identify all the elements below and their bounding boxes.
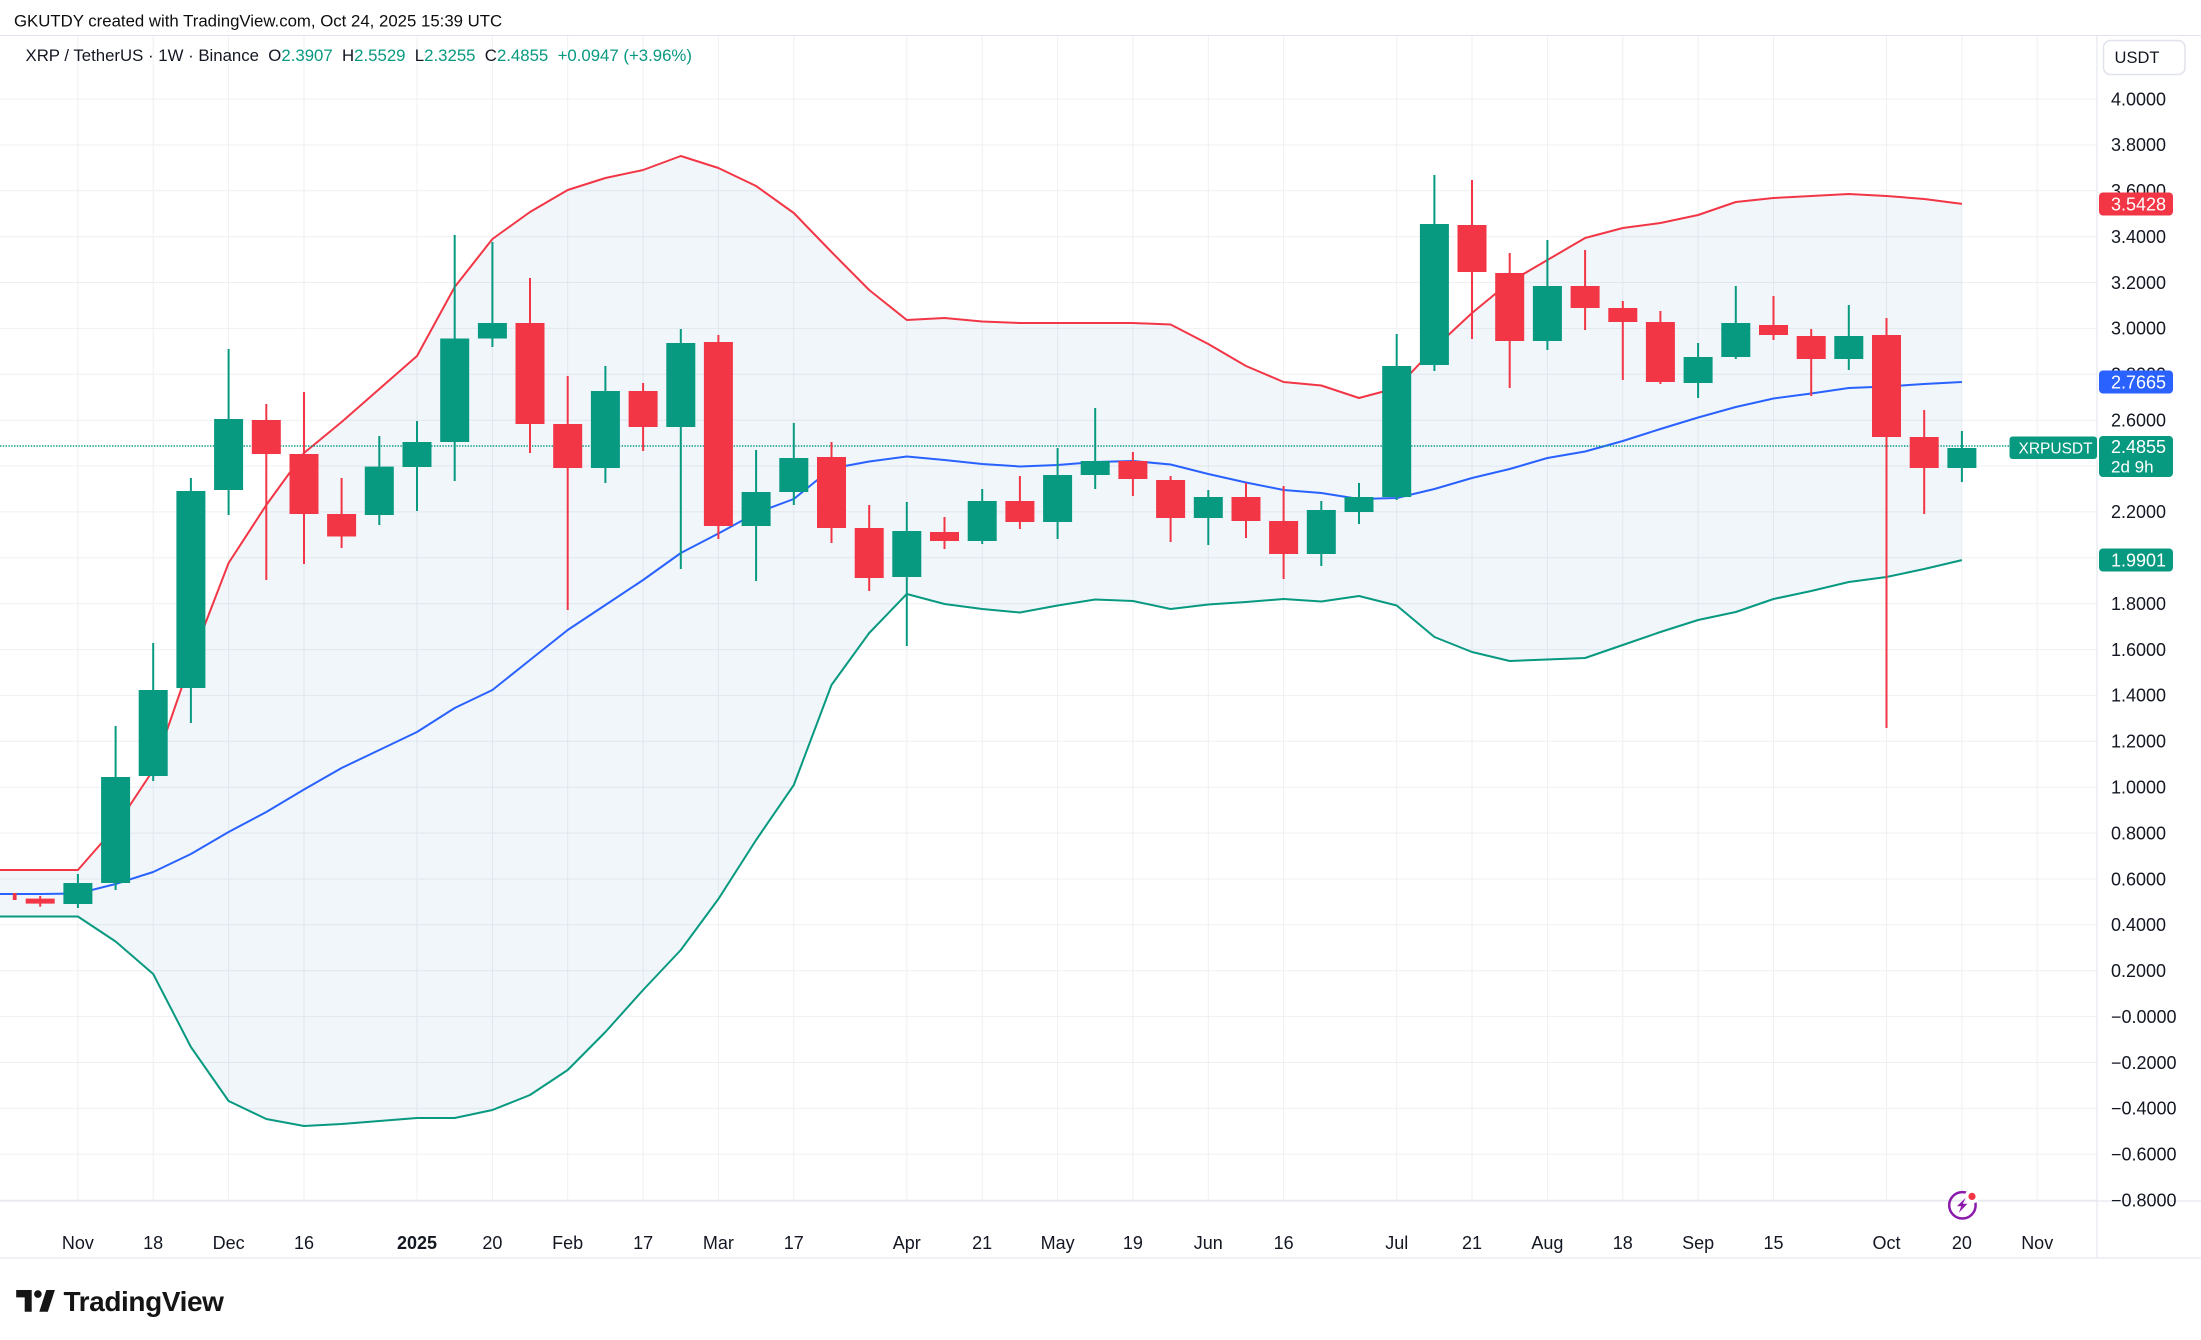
svg-text:1.6000: 1.6000 — [2111, 640, 2166, 660]
svg-text:17: 17 — [633, 1233, 653, 1253]
svg-text:16: 16 — [294, 1233, 314, 1253]
svg-text:−0.0000: −0.0000 — [2111, 1007, 2177, 1027]
svg-text:0.8000: 0.8000 — [2111, 823, 2166, 843]
svg-text:2d 9h: 2d 9h — [2111, 458, 2154, 477]
svg-text:18: 18 — [143, 1233, 163, 1253]
svg-text:Mar: Mar — [703, 1233, 734, 1253]
svg-text:1.0000: 1.0000 — [2111, 778, 2166, 798]
svg-text:1.4000: 1.4000 — [2111, 686, 2166, 706]
svg-text:3.0000: 3.0000 — [2111, 319, 2166, 339]
svg-text:Sep: Sep — [1682, 1233, 1714, 1253]
svg-text:1.8000: 1.8000 — [2111, 594, 2166, 614]
svg-text:XRPUSDT: XRPUSDT — [2019, 441, 2094, 458]
svg-text:0.6000: 0.6000 — [2111, 869, 2166, 889]
svg-text:0.4000: 0.4000 — [2111, 915, 2166, 935]
svg-text:−0.8000: −0.8000 — [2111, 1190, 2177, 1210]
svg-text:−0.6000: −0.6000 — [2111, 1145, 2177, 1165]
svg-text:Dec: Dec — [213, 1233, 245, 1253]
svg-text:2.6000: 2.6000 — [2111, 411, 2166, 431]
svg-text:Nov: Nov — [62, 1233, 94, 1253]
svg-text:USDT: USDT — [2115, 49, 2160, 67]
svg-text:15: 15 — [1763, 1233, 1783, 1253]
svg-text:2.2000: 2.2000 — [2111, 502, 2166, 522]
svg-text:0.2000: 0.2000 — [2111, 961, 2166, 981]
svg-text:1.2000: 1.2000 — [2111, 732, 2166, 752]
svg-text:Nov: Nov — [2021, 1233, 2053, 1253]
svg-text:20: 20 — [482, 1233, 502, 1253]
svg-text:3.2000: 3.2000 — [2111, 273, 2166, 293]
svg-text:3.4000: 3.4000 — [2111, 227, 2166, 247]
svg-text:Oct: Oct — [1872, 1233, 1900, 1253]
svg-text:4.0000: 4.0000 — [2111, 89, 2166, 109]
svg-text:GKUTDY created with TradingVie: GKUTDY created with TradingView.com, Oct… — [14, 12, 502, 31]
svg-text:Feb: Feb — [552, 1233, 583, 1253]
svg-text:Apr: Apr — [893, 1233, 921, 1253]
svg-text:21: 21 — [1462, 1233, 1482, 1253]
svg-text:1.9901: 1.9901 — [2111, 550, 2166, 570]
svg-text:19: 19 — [1123, 1233, 1143, 1253]
svg-text:−0.2000: −0.2000 — [2111, 1053, 2177, 1073]
svg-text:−0.4000: −0.4000 — [2111, 1099, 2177, 1119]
svg-text:May: May — [1041, 1233, 1075, 1253]
svg-text:3.5428: 3.5428 — [2111, 194, 2166, 214]
svg-text:XRP / TetherUS · 1W · Binance: XRP / TetherUS · 1W · Binance O2.3907 H2… — [26, 46, 692, 65]
svg-text:21: 21 — [972, 1233, 992, 1253]
svg-text:2.4855: 2.4855 — [2111, 437, 2166, 457]
svg-text:2.7665: 2.7665 — [2111, 372, 2166, 392]
svg-text:TradingView: TradingView — [64, 1286, 225, 1317]
svg-text:18: 18 — [1613, 1233, 1633, 1253]
svg-text:Jun: Jun — [1194, 1233, 1223, 1253]
svg-text:16: 16 — [1274, 1233, 1294, 1253]
svg-text:3.8000: 3.8000 — [2111, 135, 2166, 155]
svg-text:20: 20 — [1952, 1233, 1972, 1253]
svg-text:2025: 2025 — [397, 1233, 437, 1253]
svg-text:17: 17 — [784, 1233, 804, 1253]
svg-text:Aug: Aug — [1531, 1233, 1563, 1253]
svg-text:Jul: Jul — [1385, 1233, 1408, 1253]
